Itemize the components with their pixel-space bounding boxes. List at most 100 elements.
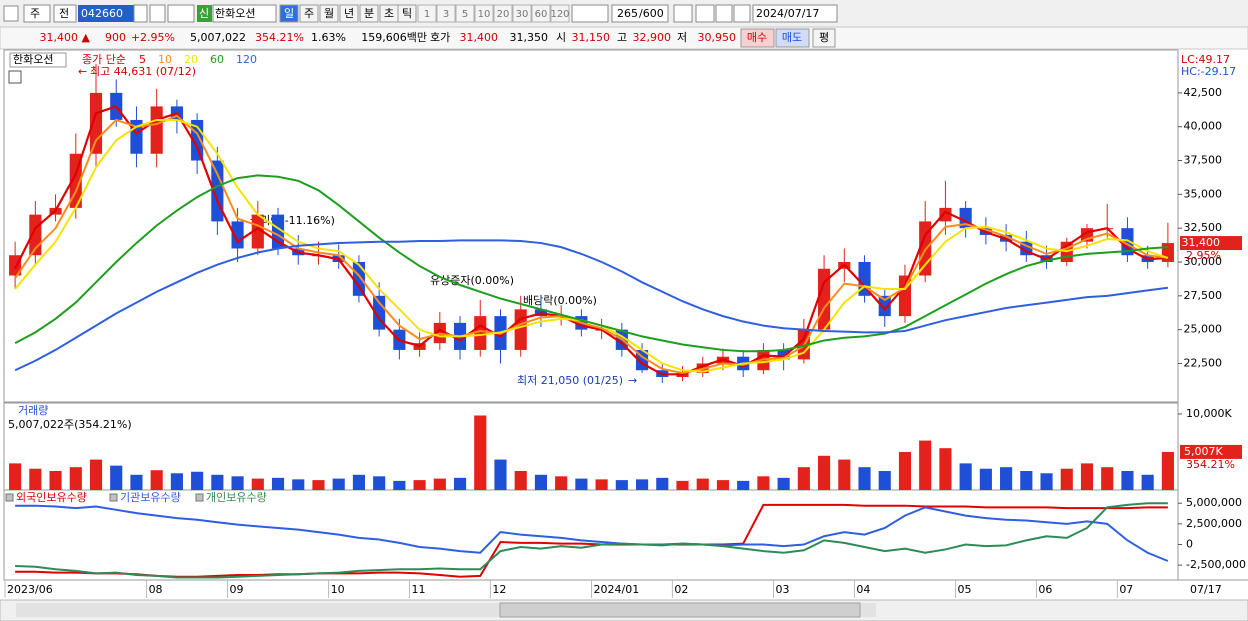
quote-volume: 5,007,022 xyxy=(190,31,246,44)
y-tick-label: 25,000 xyxy=(1184,323,1223,336)
last-date: 07/17 xyxy=(1190,583,1222,596)
volume-bar xyxy=(858,467,871,490)
legend-entry: 10 xyxy=(158,53,172,66)
quote-open: 31,150 xyxy=(572,31,611,44)
code-dropdown[interactable] xyxy=(133,4,148,23)
volume-bar xyxy=(716,480,730,490)
number-button[interactable] xyxy=(455,4,475,23)
interval-button[interactable] xyxy=(397,4,417,23)
tool-3[interactable] xyxy=(715,4,733,23)
interval-button[interactable] xyxy=(279,4,299,23)
interval: 초 xyxy=(384,7,394,20)
volume-bar xyxy=(332,478,345,490)
volume-bar xyxy=(69,467,82,490)
interval-button[interactable] xyxy=(359,4,379,23)
quote-bid: 31,350 xyxy=(510,31,549,44)
interval: 틱 xyxy=(402,7,412,20)
volume-bar xyxy=(615,480,628,490)
volume-bar xyxy=(413,480,426,490)
legend-entry: 5 xyxy=(139,53,146,66)
legend-swatch xyxy=(5,493,14,502)
interval-button[interactable] xyxy=(299,4,319,23)
interval-button[interactable] xyxy=(339,4,359,23)
number-button[interactable] xyxy=(512,4,532,23)
number-button[interactable] xyxy=(493,4,513,23)
count: 265 xyxy=(617,7,638,20)
prev: 전 xyxy=(59,7,69,20)
number-button[interactable] xyxy=(531,4,551,23)
x-tick-label: 2024/01 xyxy=(594,583,640,596)
avg: 평 xyxy=(819,31,829,44)
y-tick-label: 0 xyxy=(1186,537,1193,550)
hc: HC:-29.17 xyxy=(1181,65,1236,78)
price-tag xyxy=(1180,236,1242,251)
lc: LC:49.17 xyxy=(1181,53,1230,66)
volume-bar xyxy=(29,468,42,490)
candle-body xyxy=(150,106,163,154)
holding-line xyxy=(15,502,1168,579)
unit-select[interactable] xyxy=(571,4,609,23)
volume-bar xyxy=(1000,467,1013,490)
total: /600 xyxy=(639,7,664,20)
y-tick-label: 32,500 xyxy=(1184,221,1223,234)
quote-bar xyxy=(0,26,1248,50)
avg-button[interactable] xyxy=(812,28,836,48)
volume-bar xyxy=(939,448,952,490)
y-tick-label: 42,500 xyxy=(1184,86,1223,99)
quote-ask-label: 호가 xyxy=(430,31,450,44)
sell-button[interactable] xyxy=(775,28,810,48)
period-select[interactable] xyxy=(23,4,51,23)
volume-bar xyxy=(1161,451,1174,490)
legend-entry: 60 xyxy=(210,53,224,66)
interval: 일 xyxy=(284,6,294,20)
volume-bar xyxy=(393,480,406,490)
price-stock-name: 한화오션 xyxy=(13,53,53,66)
number-button[interactable] xyxy=(436,4,456,23)
volume-bar xyxy=(9,463,22,490)
prev-button[interactable] xyxy=(53,4,77,23)
tool-2[interactable] xyxy=(695,4,715,23)
volume-bar xyxy=(251,478,264,490)
price-panel xyxy=(3,49,1179,403)
event-label: 배당락(0.00%) xyxy=(523,294,597,307)
candle-body xyxy=(352,262,365,296)
candle-body xyxy=(939,207,952,222)
number-button[interactable] xyxy=(550,4,570,23)
candle-body xyxy=(777,349,790,360)
y-tick-label: 30,000 xyxy=(1184,255,1223,268)
holdings-panel xyxy=(3,489,1179,581)
search-button[interactable] xyxy=(149,4,166,23)
volume-title: 거래량 xyxy=(18,404,48,417)
scroll-thumb[interactable] xyxy=(499,602,861,618)
date-box[interactable] xyxy=(752,4,838,23)
candle-body xyxy=(1121,228,1134,256)
volume-bar xyxy=(1040,473,1053,490)
volume-bar xyxy=(757,476,770,490)
moving-average xyxy=(14,239,1169,372)
interval-button[interactable] xyxy=(319,4,339,23)
menu-icon[interactable] xyxy=(3,5,19,22)
volume-bar xyxy=(514,470,527,490)
quote-amount: 159,606백만 xyxy=(361,31,427,44)
code-input[interactable] xyxy=(78,5,134,22)
y-tick-label: 2,500,000 xyxy=(1186,517,1242,530)
sound-button[interactable] xyxy=(167,4,195,23)
buy-button[interactable] xyxy=(740,28,775,48)
panel-icon[interactable] xyxy=(8,70,22,84)
volume-bar xyxy=(312,480,325,490)
quote-high: 32,900 xyxy=(633,31,672,44)
volume-bar xyxy=(474,415,487,490)
arrow: → xyxy=(628,374,637,387)
volume-bar xyxy=(211,474,224,490)
number-button[interactable] xyxy=(417,4,437,23)
volume-bar xyxy=(352,474,365,490)
number-button[interactable] xyxy=(474,4,494,23)
candle-body xyxy=(878,295,891,317)
volume-subtitle: 5,007,022주(354.21%) xyxy=(8,418,132,431)
tool-1[interactable] xyxy=(673,4,693,23)
legend-swatch xyxy=(195,493,204,502)
settings[interactable] xyxy=(733,4,751,23)
x-tick-label: 06 xyxy=(1038,583,1052,596)
volume-bar xyxy=(898,451,912,490)
